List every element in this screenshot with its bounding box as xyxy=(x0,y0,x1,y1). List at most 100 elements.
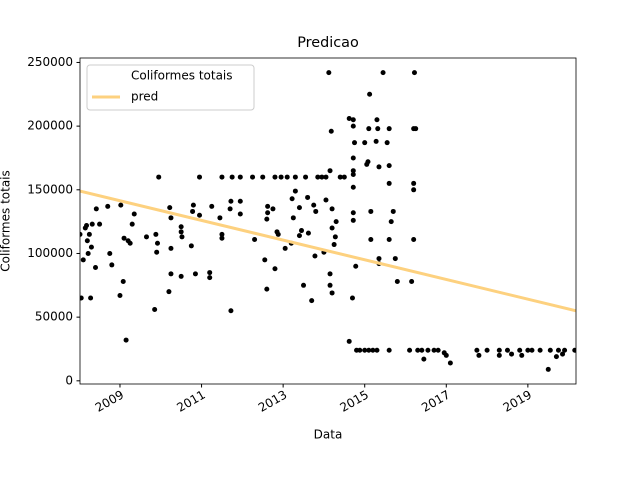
x-tick-label: 2011 xyxy=(174,388,207,415)
data-point xyxy=(415,347,421,353)
data-point xyxy=(121,235,127,241)
data-point xyxy=(366,347,372,353)
data-point xyxy=(265,210,271,216)
data-point xyxy=(350,217,356,223)
data-point xyxy=(260,174,266,180)
legend-label: Coliformes totais xyxy=(131,69,233,83)
data-point xyxy=(474,347,480,353)
data-point xyxy=(376,164,382,170)
data-point xyxy=(388,219,394,225)
legend-box xyxy=(86,64,255,111)
data-point xyxy=(107,250,113,256)
data-point xyxy=(373,138,379,144)
data-point xyxy=(85,250,91,256)
x-tick-label: 2015 xyxy=(338,388,371,415)
data-point xyxy=(305,194,311,200)
data-point xyxy=(265,203,271,209)
data-point xyxy=(127,240,133,246)
data-point xyxy=(329,290,335,296)
data-point xyxy=(329,225,335,231)
data-point xyxy=(219,235,225,241)
data-point xyxy=(362,347,368,353)
data-point xyxy=(553,354,559,360)
data-point xyxy=(413,126,419,132)
data-point xyxy=(105,203,111,209)
data-point xyxy=(365,159,371,165)
data-point xyxy=(331,242,337,248)
data-point xyxy=(350,184,356,190)
data-point xyxy=(289,196,295,202)
data-point xyxy=(349,295,355,301)
data-point xyxy=(84,222,90,228)
data-point xyxy=(319,174,325,180)
data-point xyxy=(178,224,184,230)
data-point xyxy=(123,337,129,343)
x-tick-label: 2009 xyxy=(93,388,126,415)
data-point xyxy=(374,117,380,123)
data-point xyxy=(209,203,215,209)
data-point xyxy=(166,289,172,295)
data-point xyxy=(509,351,515,357)
data-point xyxy=(298,228,304,234)
data-point xyxy=(327,271,333,277)
data-point xyxy=(237,174,243,180)
y-tick-label: 250000 xyxy=(27,55,73,69)
data-point xyxy=(386,163,392,169)
data-point xyxy=(154,249,160,255)
data-point xyxy=(278,174,284,180)
data-point xyxy=(190,208,196,214)
data-point xyxy=(168,245,174,251)
data-point xyxy=(229,174,235,180)
data-point xyxy=(547,347,553,353)
data-point xyxy=(129,221,135,227)
data-point xyxy=(309,298,315,304)
data-point xyxy=(353,263,359,269)
data-point xyxy=(120,278,126,284)
data-point xyxy=(367,91,373,97)
data-point xyxy=(411,180,417,186)
chart-title: Predicao xyxy=(297,35,359,51)
data-point xyxy=(88,244,94,250)
data-point xyxy=(275,231,281,237)
plot-area xyxy=(80,70,576,372)
data-point xyxy=(118,202,124,208)
data-point xyxy=(117,292,123,298)
x-tick-label: 2017 xyxy=(419,388,452,415)
data-point xyxy=(237,211,243,217)
data-point xyxy=(374,347,380,353)
data-point xyxy=(272,266,278,272)
data-point xyxy=(519,352,525,358)
data-point xyxy=(227,206,233,212)
data-point xyxy=(190,202,196,208)
data-point xyxy=(80,257,86,263)
data-point xyxy=(386,180,392,186)
data-point xyxy=(109,262,115,268)
x-tick-label: 2013 xyxy=(256,388,289,415)
data-point xyxy=(357,347,363,353)
data-point xyxy=(350,155,356,161)
data-point xyxy=(337,174,343,180)
data-point xyxy=(264,286,270,292)
data-point xyxy=(237,198,243,204)
data-point xyxy=(443,352,449,358)
y-tick-label: 100000 xyxy=(27,246,73,260)
data-point xyxy=(496,347,502,353)
data-point xyxy=(407,347,413,353)
data-point xyxy=(350,117,356,123)
data-point xyxy=(368,236,374,242)
data-point xyxy=(93,264,98,270)
data-point xyxy=(327,282,333,288)
data-point xyxy=(326,70,332,76)
data-point xyxy=(392,256,398,262)
data-point xyxy=(537,347,543,353)
data-point xyxy=(264,216,270,222)
prediction-line xyxy=(80,189,576,313)
data-point xyxy=(333,219,339,225)
data-point xyxy=(86,231,92,237)
data-point xyxy=(252,236,258,242)
data-point xyxy=(346,115,352,121)
y-tick-label: 0 xyxy=(65,373,73,387)
data-point xyxy=(386,236,392,242)
data-point xyxy=(228,198,234,204)
